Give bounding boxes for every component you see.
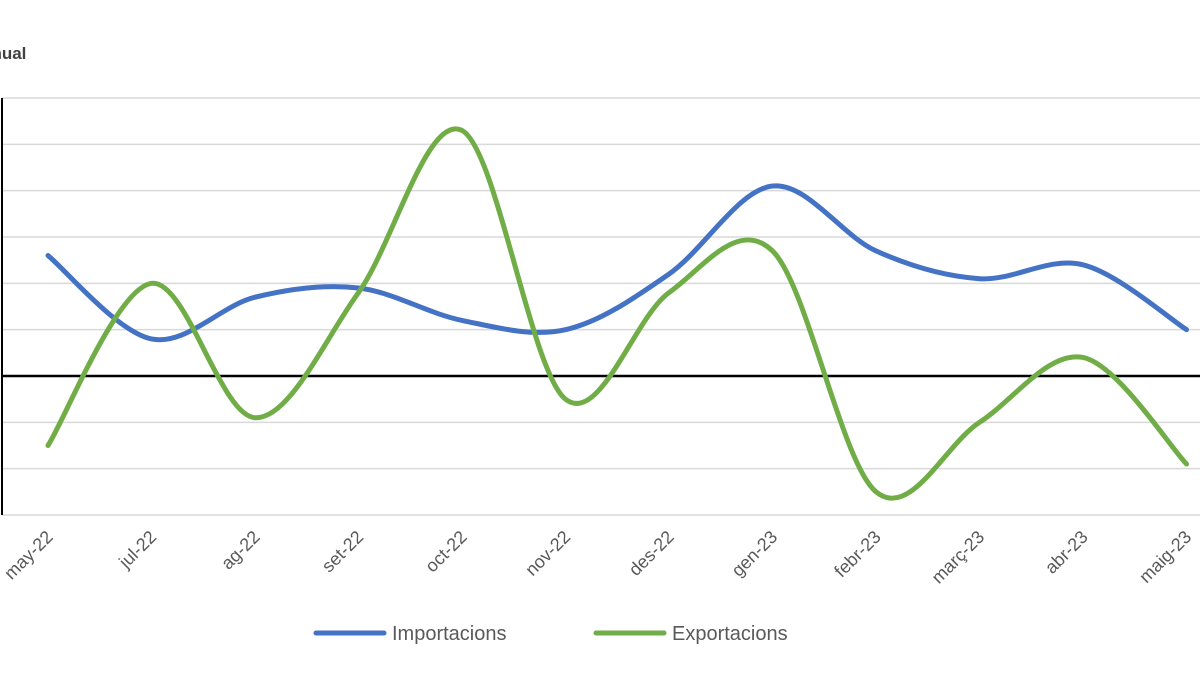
x-tick-label: maig-23 [1135, 527, 1195, 587]
legend-label: Importacions [392, 623, 507, 645]
x-tick-label: may-22 [0, 527, 57, 584]
x-tick-label: abr-23 [1041, 527, 1092, 578]
x-tick-labels: may-22 jul-22 ag-22 set-22 oct-22 nov-22 des-2… [0, 527, 1195, 588]
x-tick-label: febr-23 [830, 527, 884, 581]
series-line-importacions [45, 183, 1189, 343]
x-tick-label: jul-22 [114, 527, 160, 573]
x-tick-label: ag-22 [217, 527, 264, 574]
x-tick-label: oct-22 [421, 527, 471, 577]
x-tick-label: des-22 [625, 527, 678, 580]
series-line-exportacions [45, 126, 1189, 501]
series-lines [45, 126, 1189, 501]
x-tick-label: gen-23 [728, 527, 782, 581]
x-tick-label: març-23 [928, 527, 989, 588]
legend-label: Exportacions [672, 623, 788, 645]
legend: Importacions Exportacions [313, 623, 788, 645]
x-tick-label: nov-22 [521, 527, 574, 580]
chart-title: anual [0, 44, 27, 63]
gridlines [2, 97, 1200, 516]
x-tick-label: set-22 [318, 527, 368, 577]
